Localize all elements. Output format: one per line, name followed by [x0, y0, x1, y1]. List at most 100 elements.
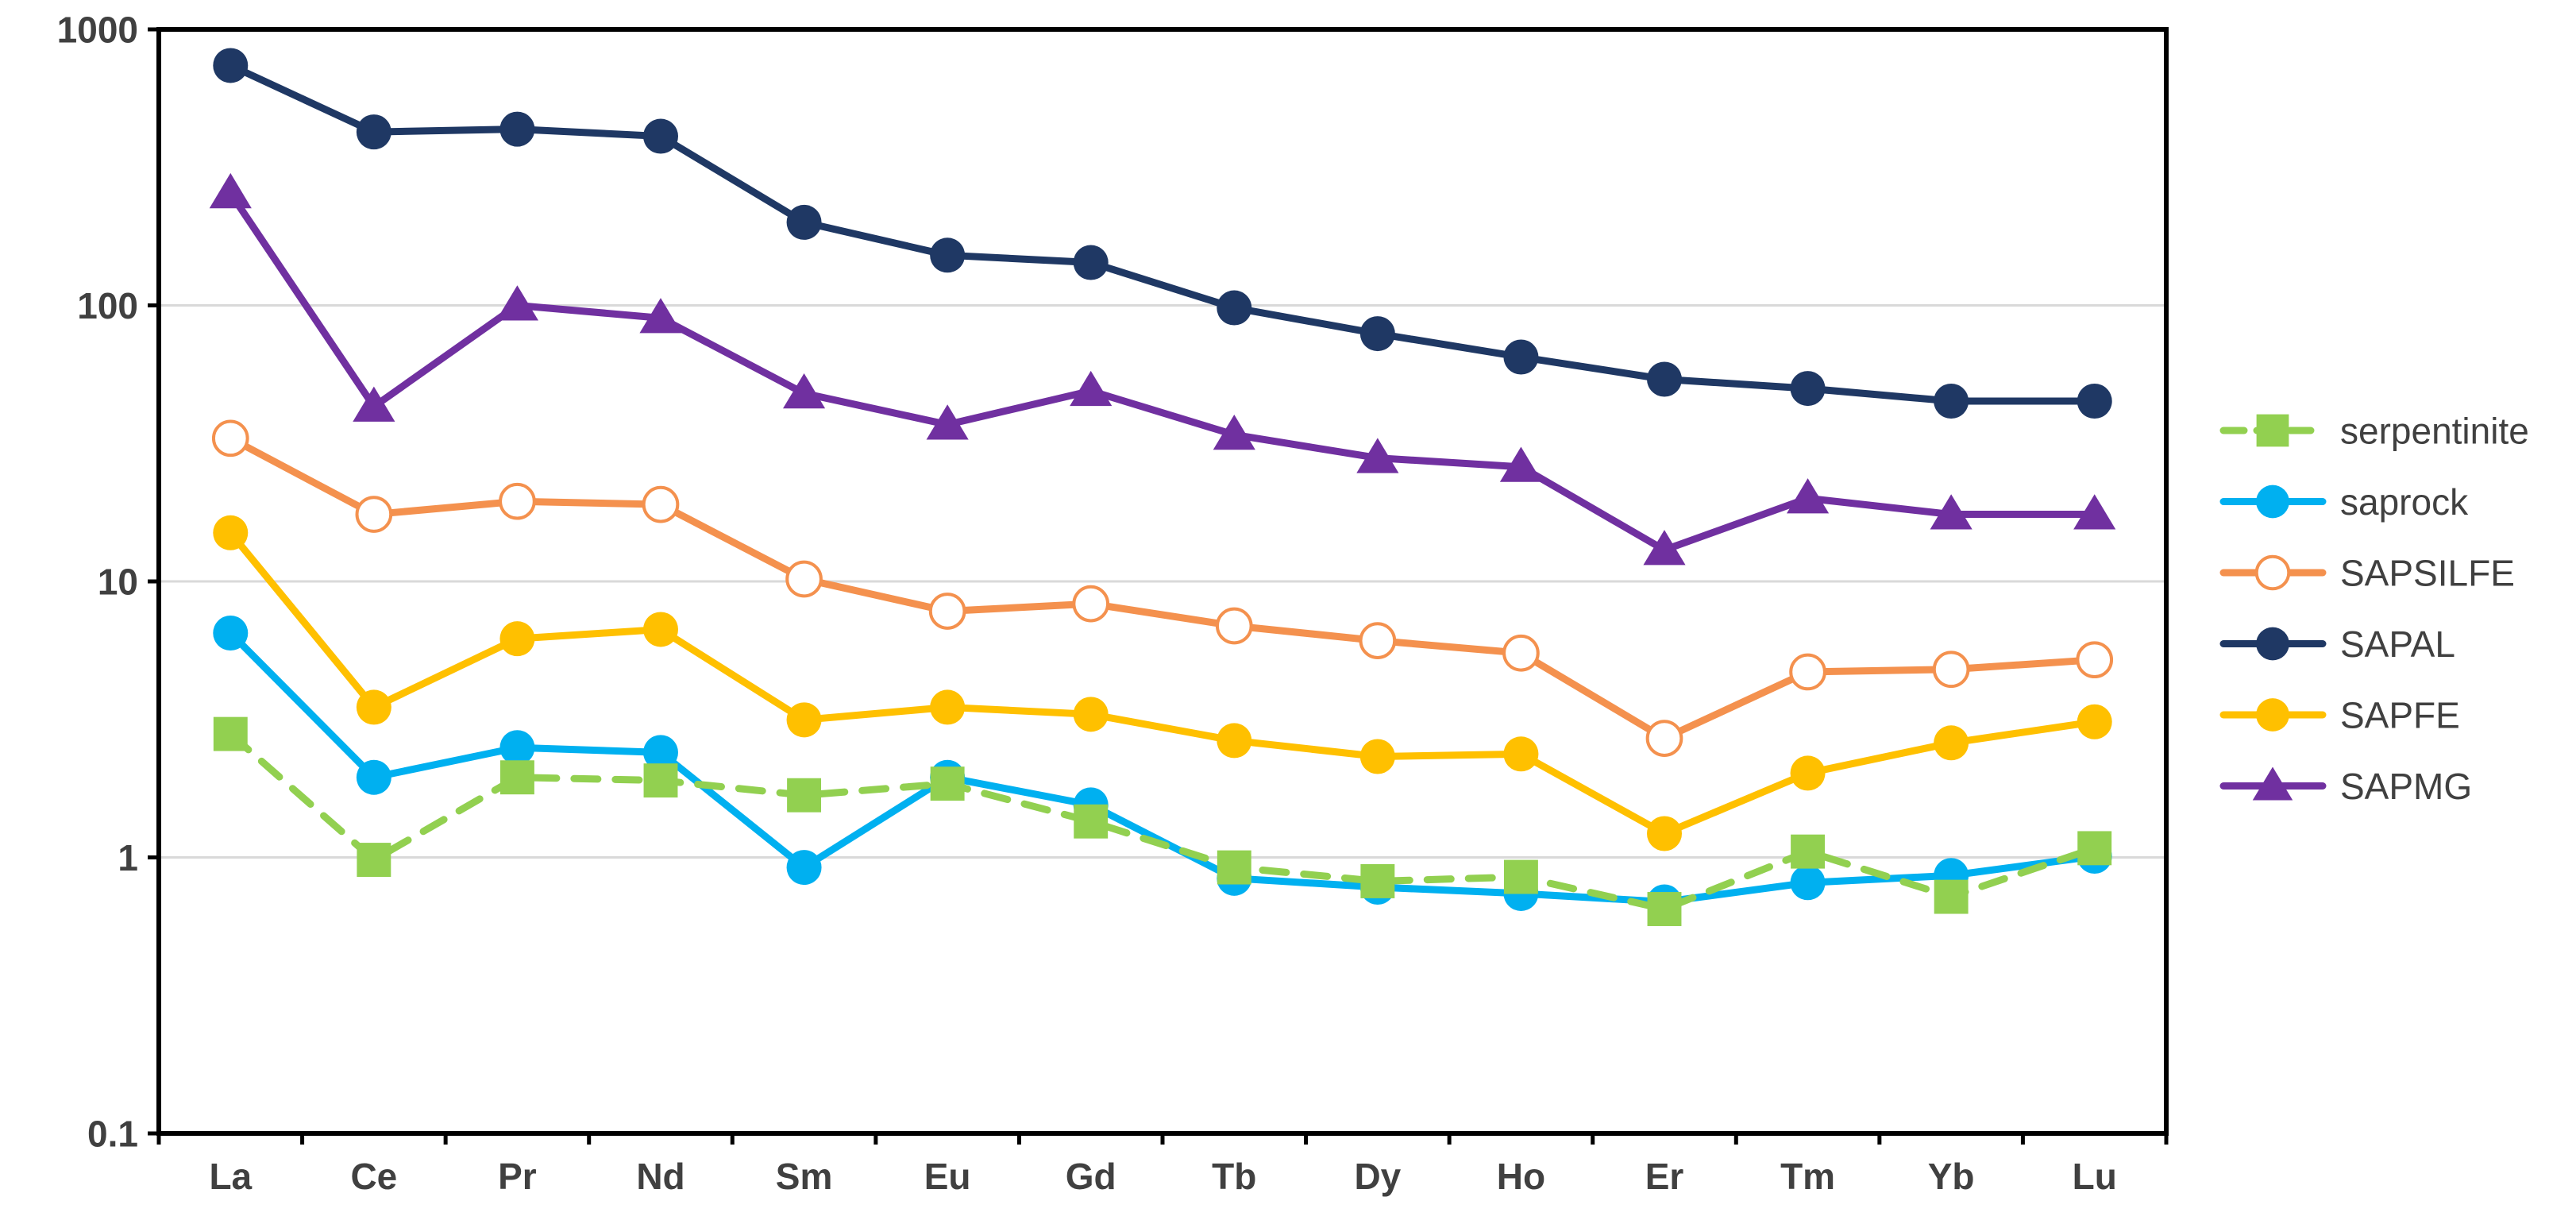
data-point [2077, 831, 2112, 866]
data-point [1074, 804, 1109, 839]
data-point [1217, 850, 1251, 885]
data-point [643, 763, 678, 798]
data-point [1647, 892, 1682, 926]
data-point [1787, 478, 1830, 514]
data-point [1215, 607, 1253, 645]
data-point [643, 735, 678, 770]
series-line [226, 529, 2099, 837]
data-point [499, 482, 536, 520]
legend-marker [2252, 766, 2293, 801]
data-point [356, 689, 391, 725]
data-point [639, 298, 682, 334]
data-point [2076, 641, 2114, 679]
data-point [787, 778, 822, 813]
data-point [1934, 725, 1969, 761]
legend-marker [2256, 485, 2289, 519]
plot-series [209, 48, 2116, 926]
data-point [496, 285, 538, 321]
legend-label: SAPSILFE [2340, 553, 2515, 594]
data-point [499, 621, 535, 657]
data-point [1503, 859, 1538, 894]
data-point [353, 386, 395, 422]
data-point [356, 759, 391, 795]
data-point [213, 616, 249, 651]
series-serpentinite [213, 716, 2112, 926]
data-point [1503, 736, 1539, 772]
data-point [785, 560, 823, 598]
data-point [1647, 361, 1682, 397]
legend-label: SAPMG [2340, 766, 2472, 807]
data-point [643, 612, 678, 647]
legend-marker [2256, 627, 2289, 661]
legend-item-sapmg: SAPMG [2219, 766, 2472, 807]
data-point [786, 204, 822, 240]
data-point [930, 766, 965, 801]
data-point [1359, 739, 1395, 774]
x-tick-label: Dy [1354, 1156, 1401, 1197]
data-point [211, 419, 249, 458]
data-point [357, 843, 391, 877]
data-point [643, 118, 678, 154]
data-point [926, 404, 969, 440]
x-tick-label: Pr [498, 1156, 537, 1197]
legend-item-sapfe: SAPFE [2219, 695, 2460, 736]
data-point [930, 689, 966, 725]
x-tick-label: Sm [776, 1156, 833, 1197]
legend-label: SAPAL [2340, 624, 2455, 665]
legend-label: saprock [2340, 481, 2469, 523]
data-point [1217, 290, 1252, 326]
legend-marker [2256, 698, 2289, 732]
data-point [786, 850, 822, 886]
data-point [213, 48, 249, 83]
series-line [226, 434, 2099, 743]
data-point [1645, 720, 1683, 757]
series-sapsilfe [211, 419, 2114, 757]
series-sapal [213, 48, 2112, 419]
data-point [642, 485, 680, 523]
data-point [213, 515, 249, 550]
data-point [2077, 704, 2112, 739]
y-tick-label: 1000 [57, 10, 138, 51]
data-point [1213, 415, 1255, 450]
data-point [1502, 634, 1540, 672]
y-tick-label: 0.1 [87, 1114, 138, 1155]
series-sapfe [213, 515, 2112, 851]
data-point [356, 114, 391, 150]
data-point [928, 593, 966, 630]
data-point [1072, 585, 1110, 623]
data-point [1934, 384, 1969, 419]
x-tick-label: Lu [2073, 1156, 2117, 1197]
data-point [1359, 622, 1397, 659]
data-point [1790, 755, 1826, 791]
data-point [1789, 653, 1826, 691]
data-point [499, 730, 535, 766]
legend-marker [2254, 554, 2291, 591]
series-line [226, 189, 2099, 554]
legend-item-sapal: SAPAL [2219, 624, 2455, 665]
data-point [1073, 697, 1109, 732]
legend-label: SAPFE [2340, 695, 2460, 736]
x-tick-label: Eu [924, 1156, 971, 1197]
data-point [355, 496, 393, 533]
series-sapmg [209, 172, 2116, 566]
x-tick-label: Yb [1928, 1156, 1975, 1197]
y-tick-label: 1 [118, 837, 138, 878]
legend-item-sapsilfe: SAPSILFE [2219, 553, 2515, 594]
data-point [1503, 339, 1539, 375]
y-tick-label: 100 [77, 285, 138, 326]
data-point [1073, 245, 1109, 280]
series-line [226, 61, 2099, 405]
data-point [1934, 879, 1969, 914]
data-point [499, 760, 534, 795]
data-point [1359, 316, 1395, 352]
data-point [1356, 438, 1399, 473]
data-point [1791, 834, 1826, 869]
legend-item-serpentinite: serpentinite [2219, 411, 2529, 452]
data-point [1070, 370, 1113, 407]
data-point [209, 172, 252, 209]
x-tick-label: Er [1645, 1156, 1684, 1197]
series-line [226, 730, 2099, 913]
data-point [499, 111, 535, 147]
x-tick-label: Gd [1066, 1156, 1116, 1197]
